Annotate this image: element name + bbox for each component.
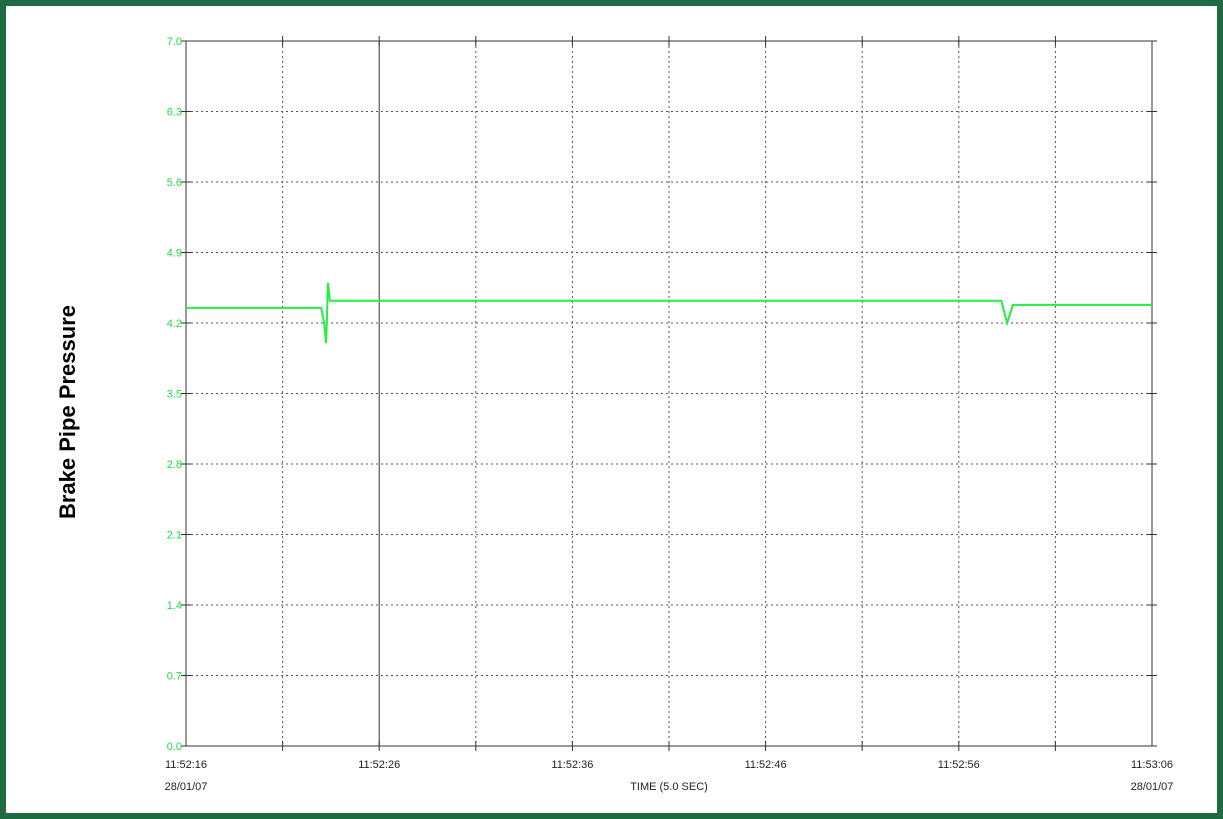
x-tick-label: 11:52:16	[165, 759, 207, 771]
y-tick-label: 6.3	[167, 107, 182, 119]
x-tick-label: 11:52:46	[745, 759, 787, 771]
y-tick-label: 1.4	[167, 600, 182, 612]
x-axis-label: TIME (5.0 SEC)	[630, 781, 708, 793]
y-tick-label: 2.8	[167, 459, 182, 471]
y-tick-label: 5.6	[167, 177, 182, 189]
series-line	[186, 282, 1152, 344]
x-tick-date-label: 28/01/07	[1131, 781, 1174, 793]
y-tick-label: 4.2	[167, 318, 182, 330]
x-tick-label: 11:53:06	[1131, 759, 1173, 771]
y-tick-label: 4.9	[167, 248, 182, 260]
x-tick-label: 11:52:56	[938, 759, 980, 771]
y-tick-label: 7.0	[167, 36, 182, 48]
x-tick-date-label: 28/01/07	[165, 781, 208, 793]
y-tick-label: 3.5	[167, 389, 182, 401]
y-tick-label: 0.0	[167, 741, 182, 753]
y-tick-label: 2.1	[167, 530, 182, 542]
x-tick-label: 11:52:26	[358, 759, 400, 771]
x-tick-label: 11:52:36	[551, 759, 593, 771]
plot-area-border	[185, 40, 1153, 747]
y-tick-label: 0.7	[167, 671, 182, 683]
